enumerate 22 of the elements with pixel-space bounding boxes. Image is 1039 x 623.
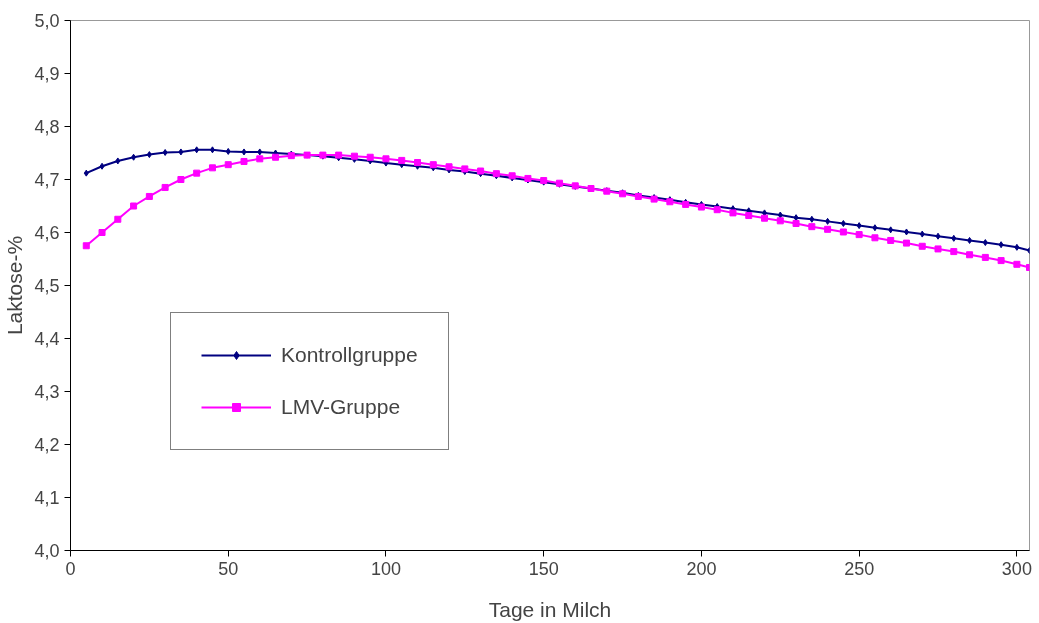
y-tick-label: 4,9 [34, 64, 60, 84]
legend-label: LMV-Gruppe [281, 395, 401, 419]
x-tick-label: 200 [686, 558, 717, 579]
y-tick-label: 4,1 [34, 488, 60, 508]
y-tick-label: 4,6 [34, 223, 60, 243]
y-tick-label: 4,2 [34, 435, 60, 455]
legend-label: Kontrollgruppe [281, 343, 418, 367]
y-tick-label: 4,7 [34, 170, 60, 190]
x-tick-label: 100 [370, 558, 401, 579]
x-tick-label: 250 [844, 558, 875, 579]
x-axis-title: Tage in Milch [488, 597, 612, 621]
y-tick-label: 4,0 [34, 541, 60, 561]
y-tick-label: 4,3 [34, 382, 60, 402]
x-tick-label: 300 [1001, 558, 1032, 579]
y-axis-title: Laktose-% [3, 235, 27, 336]
x-tick-label: 150 [528, 558, 559, 579]
x-tick-label: 50 [218, 558, 239, 579]
y-tick-label: 5,0 [34, 11, 60, 31]
y-tick-label: 4,4 [34, 329, 60, 349]
x-tick-label: 0 [65, 558, 76, 579]
y-tick-label: 4,5 [34, 276, 60, 296]
y-tick-label: 4,8 [34, 117, 60, 137]
